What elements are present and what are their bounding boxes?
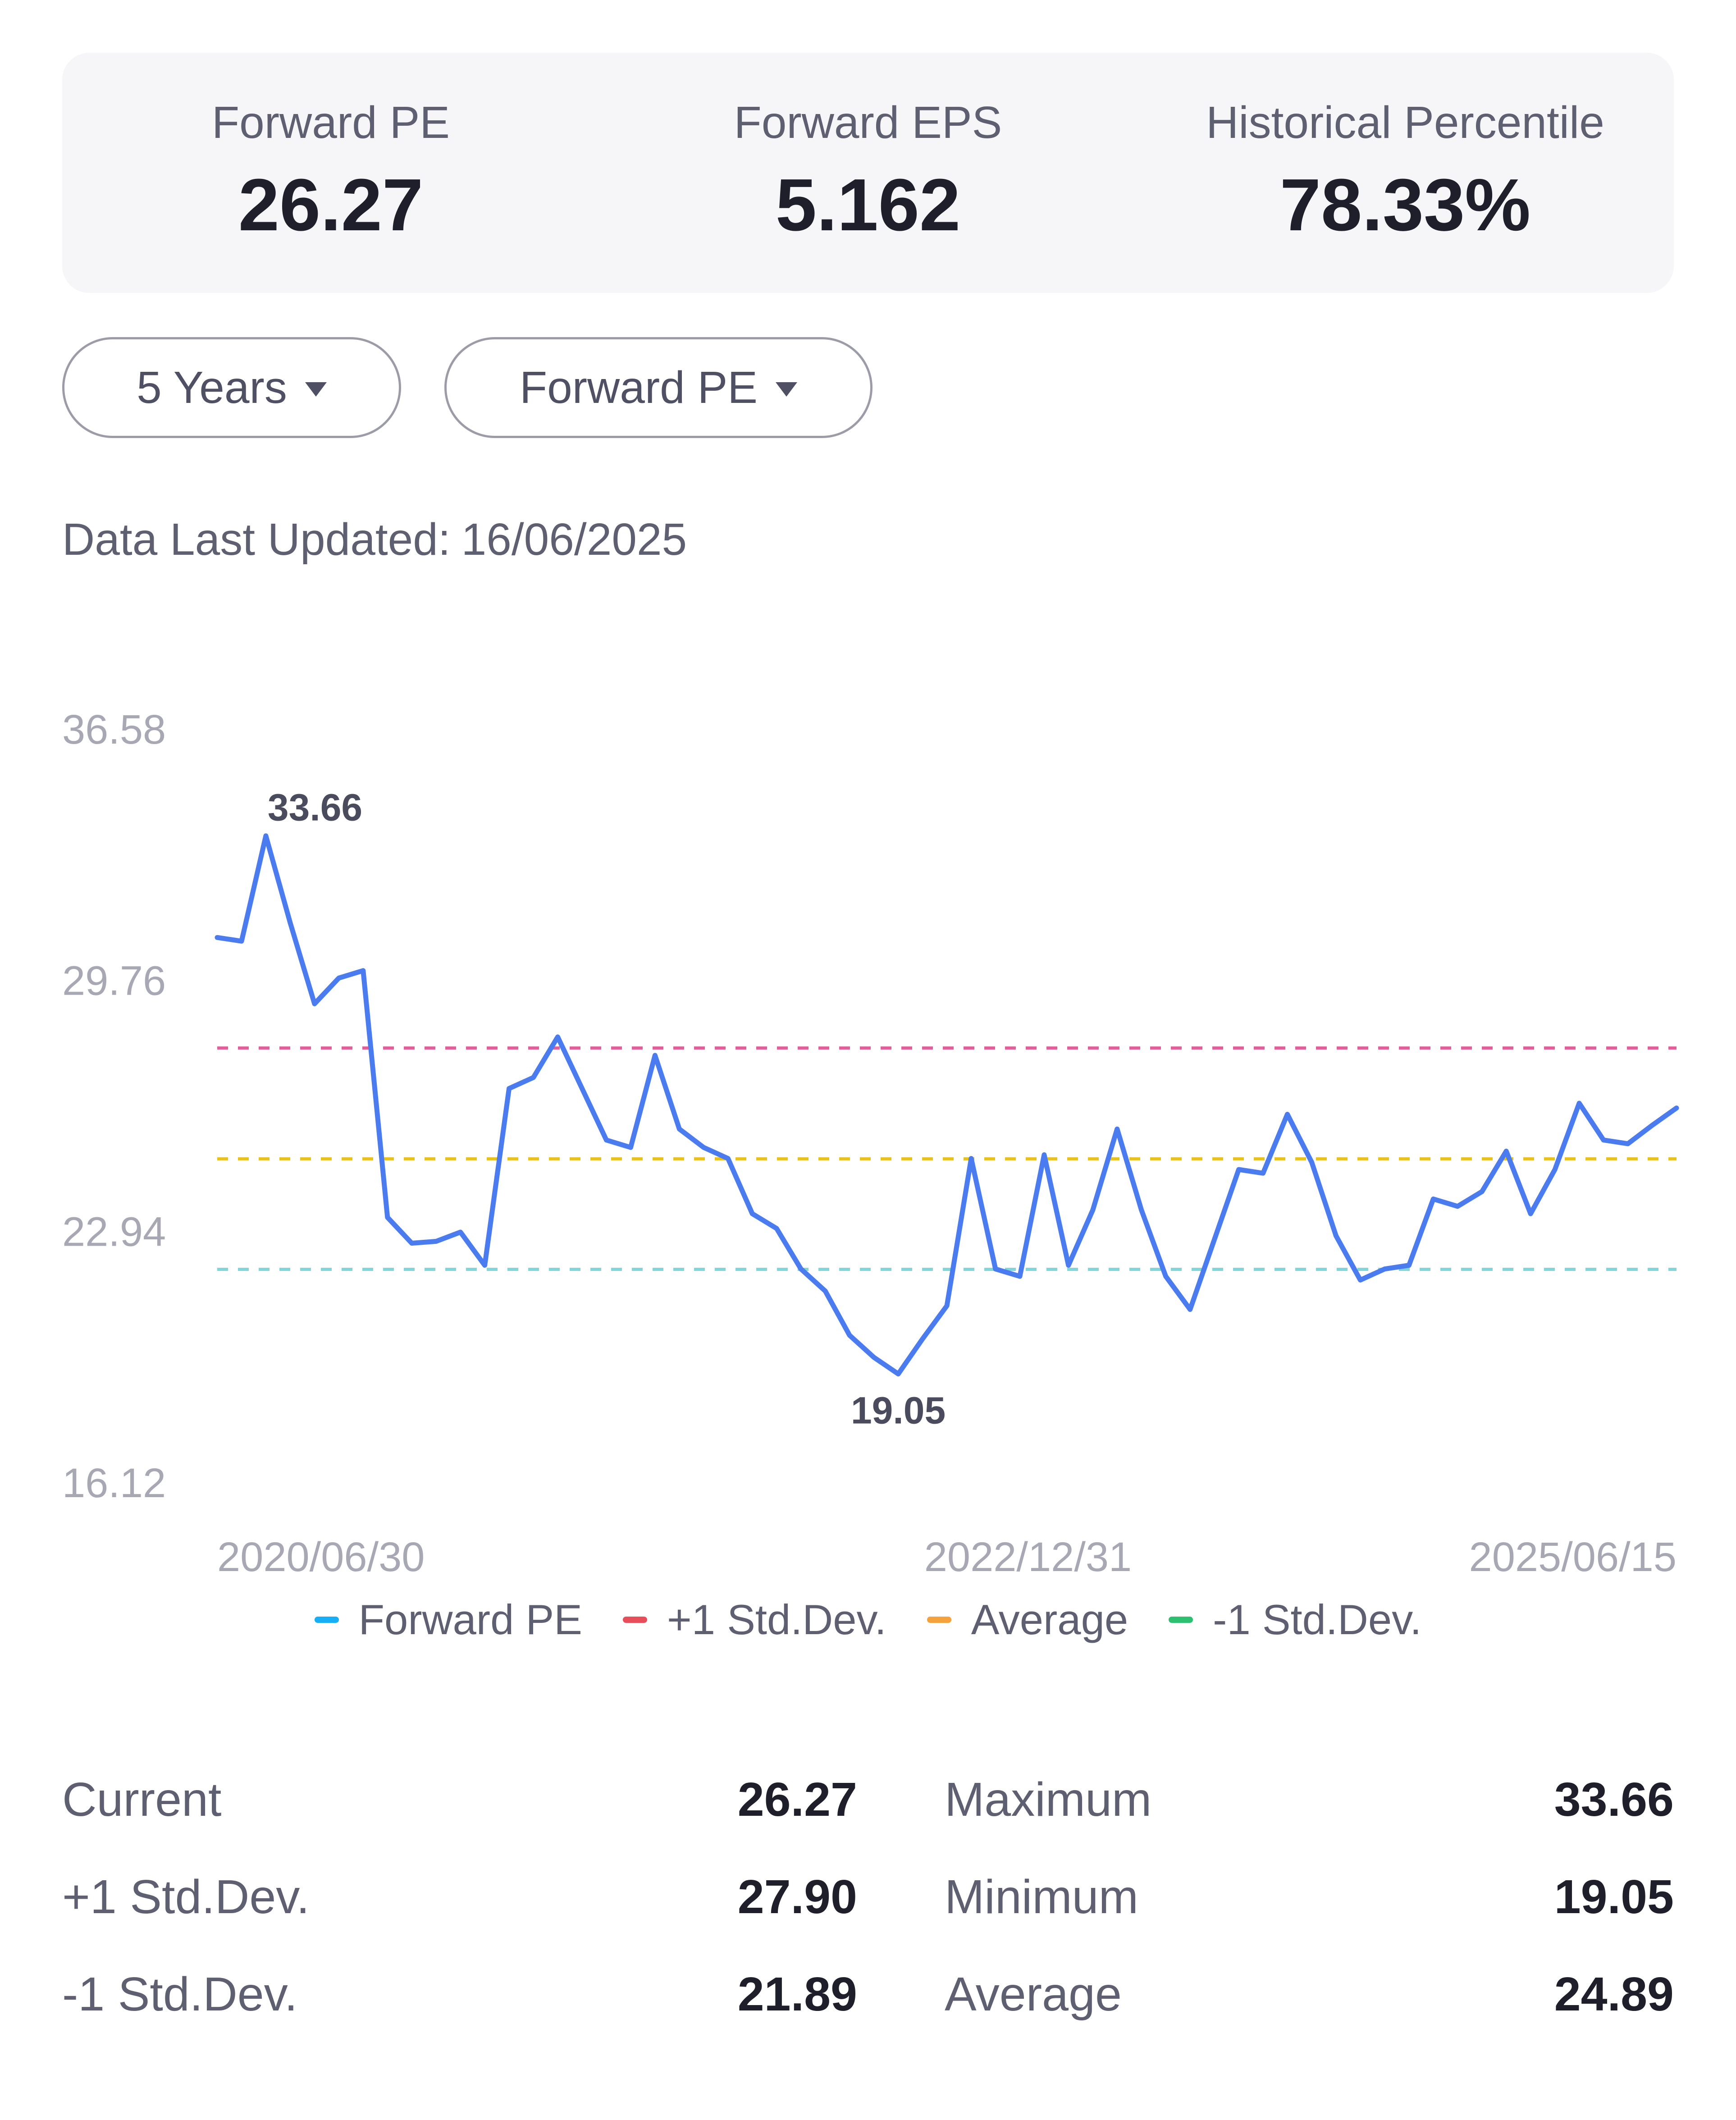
metric-forward-eps: Forward EPS 5.162 [599, 98, 1137, 246]
legend-item-minus-std-dev[interactable]: -1 Std.Dev. [1169, 1595, 1421, 1644]
stat-value: 26.27 [737, 1773, 857, 1826]
metric-label: Historical Percentile [1206, 97, 1604, 148]
stats-row: +1 Std.Dev. 27.90 Minimum 19.05 [62, 1873, 1674, 1941]
metric-label: Forward EPS [734, 97, 1002, 148]
series-line-forward-pe [215, 833, 1679, 1377]
stat-label: Current [62, 1773, 222, 1826]
legend-label: +1 Std.Dev. [667, 1596, 886, 1643]
metric-dropdown[interactable]: Forward PE [444, 337, 873, 438]
legend-label: Forward PE [358, 1596, 582, 1643]
stat-value: 19.05 [1554, 1870, 1674, 1924]
x-tick-label: 2020/06/30 [217, 1534, 425, 1580]
data-updated-date: 16/06/2025 [461, 514, 687, 565]
y-axis: 36.58 29.76 22.94 16.12 [62, 707, 166, 1506]
forward-pe-chart: 36.58 29.76 22.94 16.12 33.66 19.05 2020/06/… [62, 707, 1679, 1580]
data-label: 19.05 [851, 1389, 946, 1432]
metric-value: 78.33% [1279, 164, 1531, 246]
stat-label: -1 Std.Dev. [62, 1968, 298, 2021]
y-tick-label: 22.94 [62, 1209, 166, 1255]
stats-row: Current 26.27 Maximum 33.66 [62, 1776, 1674, 1843]
data-label: 33.66 [268, 786, 362, 829]
metric-historical-percentile: Historical Percentile 78.33% [1137, 98, 1674, 246]
y-tick-label: 16.12 [62, 1460, 166, 1506]
summary-card: Forward PE 26.27 Forward EPS 5.162 Histo… [62, 53, 1674, 293]
stat-value: 24.89 [1554, 1968, 1674, 2021]
stat-label: Average [945, 1968, 1122, 2021]
stat-value: 27.90 [737, 1870, 857, 1924]
y-tick-label: 29.76 [62, 958, 166, 1004]
period-dropdown[interactable]: 5 Years [62, 337, 401, 438]
caret-down-icon [305, 382, 327, 397]
stats-row: -1 Std.Dev. 21.89 Average 24.89 [62, 1970, 1674, 2038]
stat-label: +1 Std.Dev. [62, 1870, 310, 1924]
chart-legend: Forward PE +1 Std.Dev. Average -1 Std.De… [0, 1595, 1736, 1644]
metric-value: 26.27 [238, 164, 424, 246]
legend-item-plus-std-dev[interactable]: +1 Std.Dev. [622, 1595, 886, 1644]
period-dropdown-label: 5 Years [137, 362, 287, 413]
x-axis: 2020/06/30 2022/12/31 2025/06/15 [217, 1534, 1677, 1580]
legend-swatch [622, 1617, 647, 1623]
stat-value: 33.66 [1554, 1773, 1674, 1826]
metric-value: 5.162 [775, 164, 961, 246]
stat-label: Maximum [945, 1773, 1152, 1826]
stat-value: 21.89 [737, 1968, 857, 2021]
legend-label: Average [971, 1596, 1128, 1643]
annotations: 33.66 19.05 [268, 786, 946, 1432]
legend-label: -1 Std.Dev. [1213, 1596, 1422, 1643]
legend-item-average[interactable]: Average [927, 1595, 1128, 1644]
data-updated-label: Data Last Updated: [62, 514, 451, 565]
legend-swatch [1169, 1617, 1193, 1623]
metric-label: Forward PE [212, 97, 450, 148]
reference-lines [217, 1046, 1677, 1271]
metric-forward-pe: Forward PE 26.27 [62, 98, 599, 246]
legend-item-forward-pe[interactable]: Forward PE [314, 1595, 582, 1644]
x-tick-label: 2025/06/15 [1469, 1534, 1677, 1580]
legend-swatch [314, 1617, 339, 1623]
data-updated: Data Last Updated: 16/06/2025 [62, 514, 687, 566]
caret-down-icon [775, 382, 797, 397]
stat-label: Minimum [945, 1870, 1138, 1924]
y-tick-label: 36.58 [62, 707, 166, 753]
metric-dropdown-label: Forward PE [520, 362, 758, 413]
legend-swatch [927, 1617, 951, 1623]
x-tick-label: 2022/12/31 [924, 1534, 1132, 1580]
